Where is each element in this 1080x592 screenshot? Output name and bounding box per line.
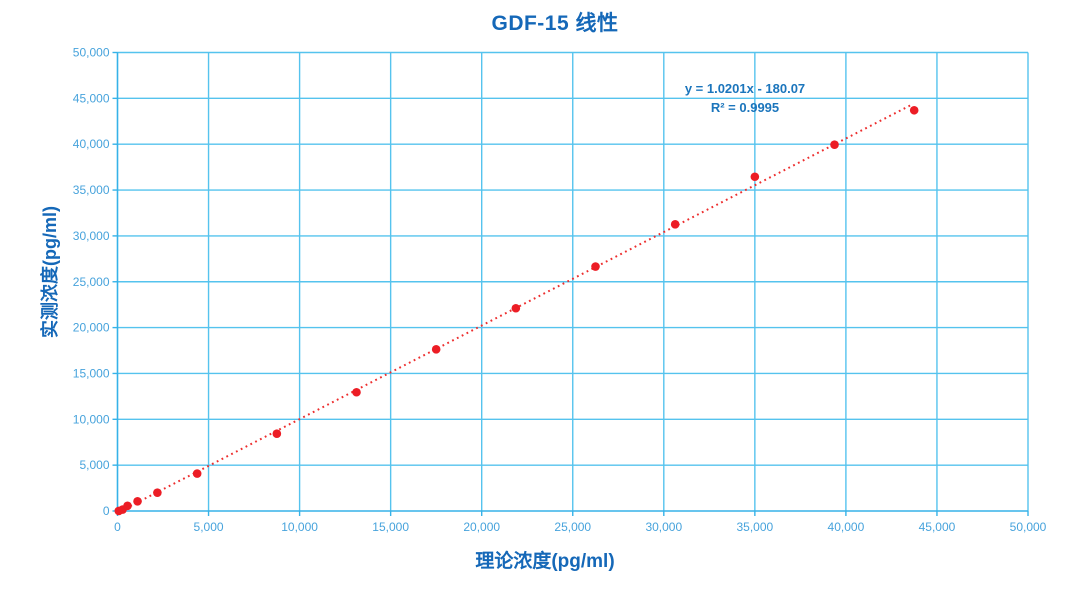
y-tick-label: 10,000 [73,412,110,426]
data-point [153,488,162,497]
y-tick-label: 30,000 [73,229,110,243]
trendline-annotation: y = 1.0201x - 180.07 R² = 0.9995 [595,79,895,117]
tick-labels: 0 5,000 10,000 15,000 20,000 25,000 30,000 35,0… [73,46,1047,535]
x-tick-label: 20,000 [463,520,500,534]
x-tick-label: 40,000 [828,520,865,534]
y-tick-label: 45,000 [73,91,110,105]
data-point [670,220,680,229]
y-tick-label: 40,000 [73,137,110,151]
y-tick-label: 0 [103,504,110,518]
x-axis-title: 理论浓度(pg/ml) [475,551,615,572]
data-point [272,429,282,438]
y-tick-label: 25,000 [73,275,110,289]
x-tick-label: 0 [114,520,121,534]
data-point [431,345,441,354]
r-squared-value: R² = 0.9995 [710,100,780,115]
data-point [830,140,839,149]
x-tick-label: 35,000 [736,520,773,534]
data-point [750,172,760,182]
x-tick-label: 45,000 [919,520,956,534]
y-tick-label: 35,000 [73,183,110,197]
y-tick-label: 15,000 [73,366,110,380]
x-tick-label: 15,000 [372,520,409,534]
chart-title: GDF-15 线性 [491,12,619,35]
axis-lines [116,52,1028,512]
x-tick-label: 50,000 [1010,520,1047,534]
y-axis-title: 实测浓度(pg/ml) [40,206,60,338]
data-point [352,387,361,397]
data-point [511,303,521,313]
data-point [123,501,132,511]
y-tick-label: 5,000 [79,458,109,472]
y-tick-label: 50,000 [73,46,110,60]
data-point [909,105,919,115]
data-point [192,469,202,478]
tick-marks [112,51,1029,516]
x-tick-label: 25,000 [554,520,591,534]
data-point [591,262,600,271]
gridlines [117,51,1029,511]
y-tick-label: 20,000 [73,321,110,335]
data-points [114,105,919,516]
x-tick-label: 10,000 [281,520,318,534]
x-tick-label: 5,000 [194,520,224,534]
data-point [133,496,142,506]
trendline-equation: y = 1.0201x - 180.07 [684,81,806,96]
x-tick-label: 30,000 [645,520,682,534]
